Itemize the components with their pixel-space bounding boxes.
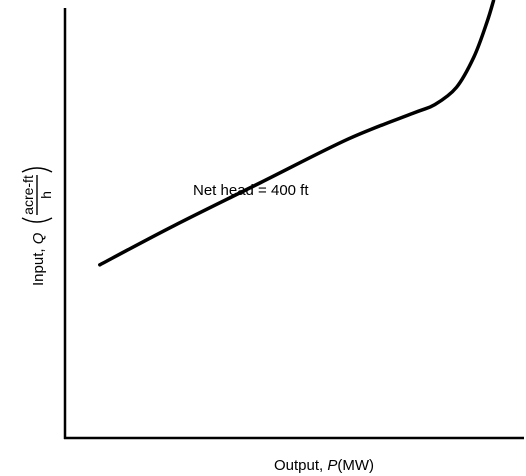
y-axis-label-prefix: Input, xyxy=(30,244,47,286)
x-axis-label: Output, P(MW) xyxy=(274,457,374,474)
x-axis-label-symbol: P xyxy=(327,457,337,474)
input-output-curve xyxy=(98,0,496,267)
y-axis-label-symbol: Q xyxy=(30,232,47,244)
y-axis-label-unit-denominator: h xyxy=(38,191,54,199)
curve-annotation: Net head = 400 ft xyxy=(193,182,309,199)
x-axis-label-prefix: Output, xyxy=(274,457,327,474)
y-axis-label-unit-numerator: acre-ft xyxy=(20,175,36,215)
x-axis-label-unit: (MW) xyxy=(337,457,374,474)
y-axis-label: Input, Q acre-ft h xyxy=(20,167,54,286)
y-axis-label-main: Input, Q xyxy=(30,232,47,286)
y-axis-label-paren-right xyxy=(21,167,53,173)
y-axis-label-paren-left xyxy=(21,217,53,223)
